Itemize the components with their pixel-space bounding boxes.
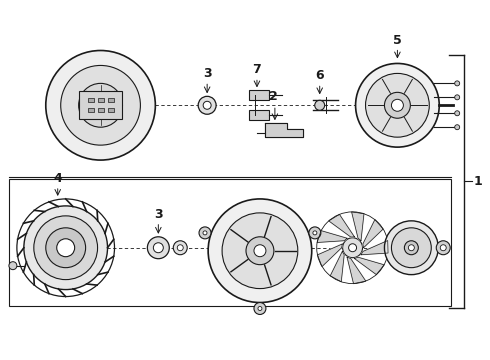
Circle shape [309, 227, 321, 239]
Bar [98, 98, 103, 102]
Circle shape [24, 206, 107, 289]
Circle shape [61, 66, 141, 145]
Circle shape [366, 73, 429, 137]
Text: 2: 2 [269, 90, 277, 103]
Polygon shape [330, 252, 344, 282]
Circle shape [313, 231, 317, 235]
Text: 3: 3 [203, 67, 212, 80]
Circle shape [455, 125, 460, 130]
Circle shape [153, 243, 163, 253]
Circle shape [348, 244, 357, 252]
Circle shape [46, 50, 155, 160]
Text: 7: 7 [252, 63, 261, 76]
Polygon shape [329, 214, 354, 237]
Circle shape [9, 262, 17, 270]
Polygon shape [265, 123, 303, 137]
Text: 3: 3 [154, 208, 163, 221]
Circle shape [385, 92, 410, 118]
Bar [107, 98, 114, 102]
Text: 6: 6 [316, 69, 324, 82]
Text: 4: 4 [53, 172, 62, 185]
Circle shape [315, 100, 325, 110]
Circle shape [385, 221, 438, 275]
Circle shape [34, 216, 98, 280]
Text: 1: 1 [473, 175, 482, 188]
Polygon shape [354, 257, 384, 275]
Polygon shape [352, 212, 364, 241]
Polygon shape [361, 240, 388, 255]
Text: 5: 5 [393, 33, 402, 46]
Circle shape [436, 241, 450, 255]
Bar [98, 108, 103, 112]
Bar [9, 179, 451, 306]
Circle shape [199, 227, 211, 239]
Bar [107, 108, 114, 112]
Bar [88, 98, 94, 102]
Circle shape [258, 306, 262, 310]
Bar [249, 110, 269, 120]
Circle shape [246, 237, 274, 265]
Polygon shape [317, 231, 347, 243]
Polygon shape [318, 244, 343, 266]
Circle shape [177, 245, 183, 251]
Polygon shape [363, 220, 383, 248]
Circle shape [356, 63, 439, 147]
Circle shape [92, 96, 110, 114]
Polygon shape [347, 257, 366, 284]
Circle shape [78, 84, 122, 127]
Circle shape [147, 237, 169, 259]
Circle shape [57, 239, 74, 257]
Circle shape [455, 111, 460, 116]
Circle shape [455, 81, 460, 86]
Circle shape [173, 241, 187, 255]
Circle shape [46, 228, 86, 268]
Circle shape [254, 245, 266, 257]
Bar [88, 108, 94, 112]
Circle shape [440, 245, 446, 251]
Bar [249, 90, 269, 100]
Circle shape [408, 245, 415, 251]
Circle shape [203, 231, 207, 235]
Circle shape [208, 199, 312, 302]
Circle shape [455, 95, 460, 100]
Circle shape [203, 101, 211, 109]
Circle shape [404, 241, 418, 255]
Circle shape [392, 99, 403, 111]
Circle shape [343, 238, 363, 258]
Circle shape [254, 302, 266, 315]
Circle shape [198, 96, 216, 114]
Circle shape [222, 213, 298, 289]
Bar [78, 91, 122, 119]
Circle shape [392, 228, 431, 268]
